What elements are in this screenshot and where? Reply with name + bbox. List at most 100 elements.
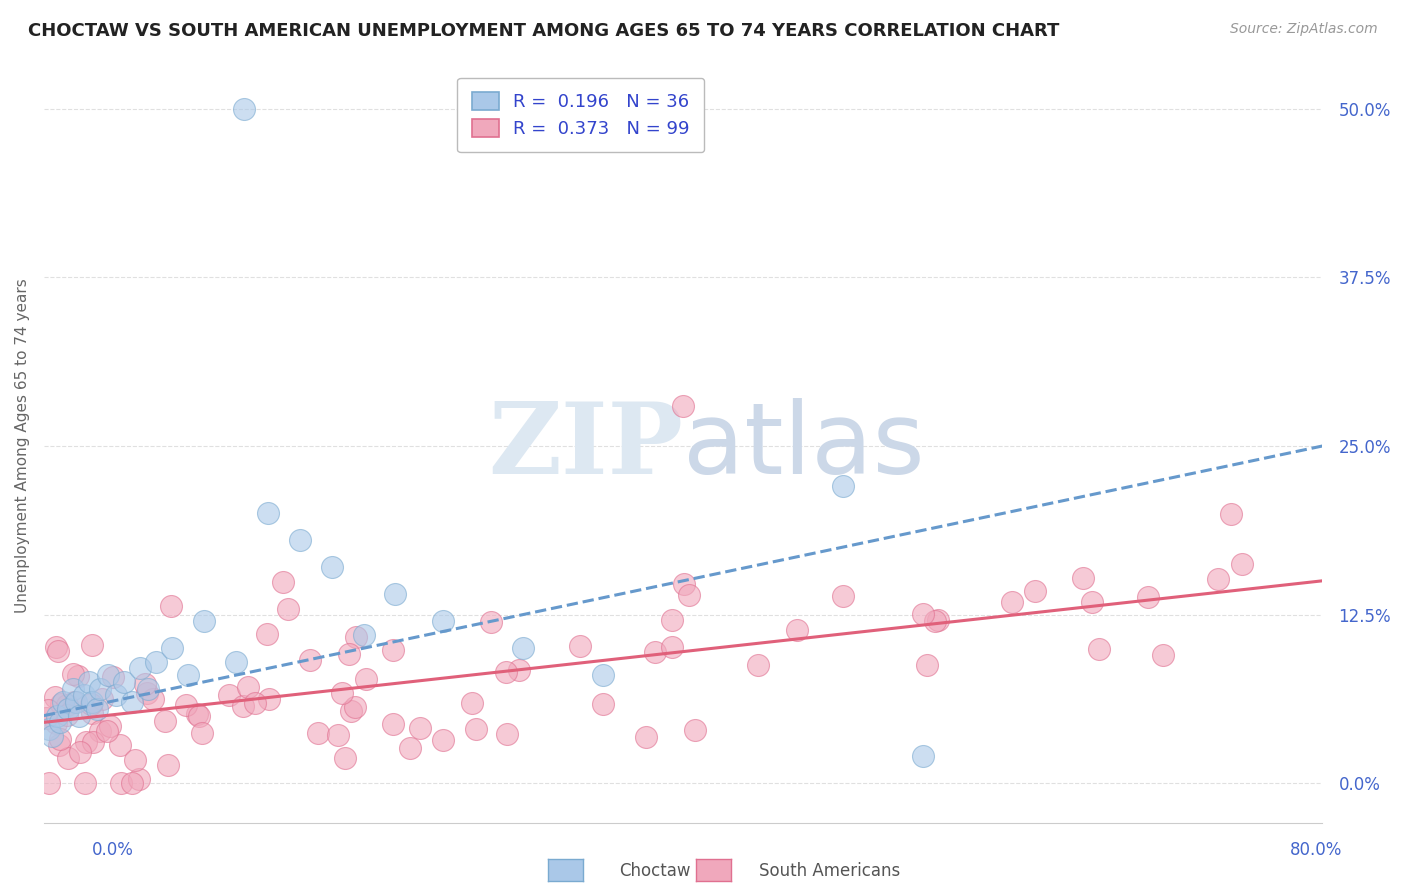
Text: 0.0%: 0.0% bbox=[91, 840, 134, 858]
Point bbox=[464, 722, 486, 736]
Point bbox=[89, 681, 111, 696]
Point bbox=[97, 668, 120, 682]
Point bbox=[174, 698, 197, 713]
Point bbox=[512, 641, 534, 656]
Point bbox=[924, 614, 946, 628]
Point bbox=[678, 588, 700, 602]
Point bbox=[1001, 595, 1024, 609]
Point bbox=[157, 758, 180, 772]
Point bbox=[73, 776, 96, 790]
Point bbox=[75, 735, 97, 749]
Point bbox=[136, 686, 159, 700]
Point bbox=[271, 574, 294, 589]
Point bbox=[344, 700, 367, 714]
Point bbox=[288, 533, 311, 548]
Point bbox=[52, 695, 75, 709]
Text: ZIP: ZIP bbox=[488, 398, 683, 494]
Point bbox=[1136, 590, 1159, 604]
Point bbox=[927, 613, 949, 627]
Point bbox=[86, 702, 108, 716]
Point bbox=[73, 689, 96, 703]
Point bbox=[45, 715, 67, 730]
Point bbox=[298, 653, 321, 667]
Point bbox=[1152, 648, 1174, 662]
Point bbox=[634, 731, 657, 745]
Point bbox=[1071, 571, 1094, 585]
Point bbox=[67, 668, 90, 682]
Point bbox=[661, 614, 683, 628]
Point bbox=[344, 630, 367, 644]
Point bbox=[62, 666, 84, 681]
Point bbox=[432, 733, 454, 747]
Point bbox=[747, 658, 769, 673]
Point bbox=[461, 696, 484, 710]
Point bbox=[382, 717, 405, 731]
Point bbox=[48, 739, 70, 753]
Point bbox=[49, 697, 72, 711]
Point bbox=[1024, 584, 1046, 599]
Point bbox=[112, 674, 135, 689]
Point bbox=[382, 643, 405, 657]
Point bbox=[1081, 595, 1104, 609]
Point bbox=[786, 623, 808, 637]
Point bbox=[321, 560, 343, 574]
Point bbox=[38, 722, 60, 736]
Point bbox=[41, 729, 63, 743]
Point bbox=[569, 639, 592, 653]
Point bbox=[62, 681, 84, 696]
Point bbox=[145, 655, 167, 669]
Point bbox=[56, 708, 79, 723]
Point bbox=[136, 681, 159, 696]
Point bbox=[49, 715, 72, 730]
Point bbox=[1206, 572, 1229, 586]
Point bbox=[80, 638, 103, 652]
Point bbox=[80, 695, 103, 709]
Point bbox=[45, 708, 67, 723]
Point bbox=[58, 751, 80, 765]
Point bbox=[193, 614, 215, 628]
Point bbox=[177, 668, 200, 682]
Point bbox=[277, 601, 299, 615]
Point bbox=[256, 507, 278, 521]
Point bbox=[124, 753, 146, 767]
Point bbox=[153, 714, 176, 729]
Point bbox=[108, 738, 131, 752]
Point bbox=[100, 719, 122, 733]
Point bbox=[644, 645, 666, 659]
Point bbox=[110, 776, 132, 790]
Point bbox=[160, 641, 183, 656]
Point bbox=[186, 707, 208, 722]
Point bbox=[121, 776, 143, 790]
Point bbox=[354, 672, 377, 686]
Point bbox=[508, 663, 530, 677]
Point bbox=[673, 577, 696, 591]
Point bbox=[56, 698, 79, 712]
Point bbox=[104, 689, 127, 703]
Y-axis label: Unemployment Among Ages 65 to 74 years: Unemployment Among Ages 65 to 74 years bbox=[15, 278, 30, 614]
Point bbox=[592, 668, 614, 682]
Point bbox=[1088, 642, 1111, 657]
Point bbox=[592, 698, 614, 712]
Point bbox=[101, 669, 124, 683]
Point bbox=[409, 721, 432, 735]
Point bbox=[45, 640, 67, 655]
Point bbox=[187, 708, 209, 723]
Point bbox=[328, 729, 350, 743]
Point bbox=[69, 745, 91, 759]
Point bbox=[911, 607, 934, 621]
Point bbox=[231, 698, 253, 713]
Point bbox=[56, 702, 79, 716]
Text: South Americans: South Americans bbox=[759, 862, 900, 880]
Point bbox=[80, 706, 103, 721]
Point bbox=[353, 628, 375, 642]
Point bbox=[44, 690, 66, 704]
Point bbox=[243, 696, 266, 710]
Text: 80.0%: 80.0% bbox=[1291, 840, 1343, 858]
Point bbox=[333, 751, 356, 765]
Point bbox=[34, 711, 56, 725]
Point bbox=[238, 681, 260, 695]
Point bbox=[330, 686, 353, 700]
Point bbox=[82, 735, 104, 749]
Point bbox=[134, 677, 156, 691]
Point bbox=[142, 692, 165, 706]
